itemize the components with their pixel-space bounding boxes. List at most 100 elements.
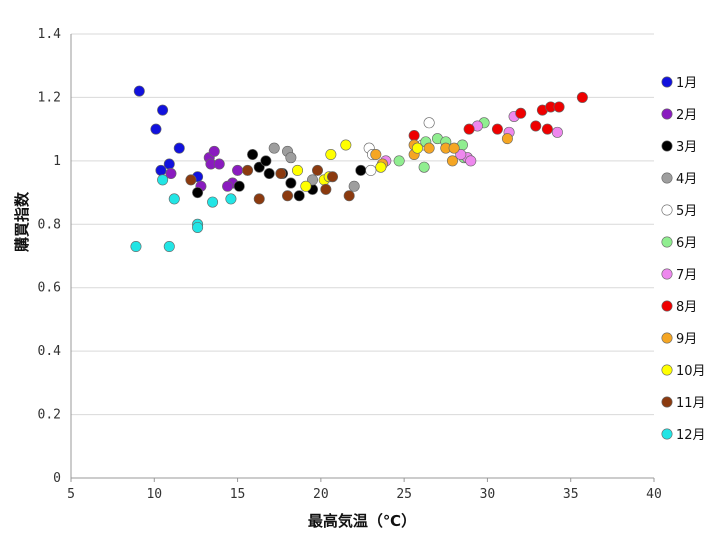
data-point-1 bbox=[150, 123, 162, 135]
legend-label-10: 10月 bbox=[676, 364, 706, 379]
y-tick-label: 0.2 bbox=[38, 408, 61, 423]
data-point-3 bbox=[247, 149, 259, 161]
data-point-7 bbox=[551, 126, 563, 138]
data-point-8 bbox=[553, 101, 565, 113]
data-point-8 bbox=[541, 123, 553, 135]
data-point-10 bbox=[325, 149, 337, 161]
data-point-1 bbox=[133, 85, 145, 97]
axis-layer bbox=[70, 34, 655, 482]
legend-label-9: 9月 bbox=[676, 332, 697, 347]
data-point-9 bbox=[446, 155, 458, 167]
legend-marker-8 bbox=[661, 300, 673, 312]
data-point-2 bbox=[213, 158, 225, 170]
legend-label-2: 2月 bbox=[676, 108, 697, 123]
data-point-4 bbox=[307, 174, 319, 186]
legend-label-8: 8月 bbox=[676, 300, 697, 315]
data-point-11 bbox=[253, 193, 265, 205]
legend-marker-5 bbox=[661, 204, 673, 216]
data-point-12 bbox=[168, 193, 180, 205]
x-tick-label: 40 bbox=[646, 487, 662, 502]
y-tick-label: 1.4 bbox=[38, 27, 62, 42]
data-point-4 bbox=[348, 180, 360, 192]
data-point-11 bbox=[275, 168, 287, 180]
x-tick-label: 20 bbox=[313, 487, 329, 502]
data-point-8 bbox=[576, 91, 588, 103]
data-point-10 bbox=[340, 139, 352, 151]
legend-label-7: 7月 bbox=[676, 268, 697, 283]
legend-marker-12 bbox=[661, 428, 673, 440]
data-point-6 bbox=[418, 161, 430, 173]
data-point-11 bbox=[312, 164, 324, 176]
legend-label-3: 3月 bbox=[676, 140, 697, 155]
data-point-11 bbox=[282, 190, 294, 202]
y-axis-title: 購買指数 bbox=[13, 191, 31, 253]
data-point-12 bbox=[225, 193, 237, 205]
data-point-2 bbox=[208, 145, 220, 157]
data-point-8 bbox=[491, 123, 503, 135]
legend-marker-10 bbox=[661, 364, 673, 376]
data-point-12 bbox=[192, 221, 204, 233]
data-point-12 bbox=[157, 174, 169, 186]
data-point-6 bbox=[393, 155, 405, 167]
data-point-10 bbox=[292, 164, 304, 176]
data-point-2 bbox=[165, 168, 177, 180]
data-point-5 bbox=[365, 164, 377, 176]
legend-label-6: 6月 bbox=[676, 236, 697, 251]
legend-marker-4 bbox=[661, 172, 673, 184]
data-point-3 bbox=[355, 164, 367, 176]
data-point-11 bbox=[320, 183, 332, 195]
x-tick-label: 5 bbox=[67, 487, 75, 502]
data-point-3 bbox=[192, 187, 204, 199]
data-point-7 bbox=[465, 155, 477, 167]
data-point-7 bbox=[455, 149, 467, 161]
x-tick-label: 15 bbox=[230, 487, 246, 502]
tick-labels: 0 0.2 0.4 0.6 0.8 1 1.2 1.4 5 10 15 20 25 30 35 40 bbox=[38, 27, 662, 502]
data-point-10 bbox=[300, 180, 312, 192]
y-tick-label: 1 bbox=[53, 154, 61, 169]
legend-marker-9 bbox=[661, 332, 673, 344]
x-tick-label: 30 bbox=[480, 487, 496, 502]
data-point-10 bbox=[375, 161, 387, 173]
data-point-9 bbox=[370, 149, 382, 161]
data-point-5 bbox=[423, 117, 435, 129]
data-point-12 bbox=[207, 196, 219, 208]
data-point-11 bbox=[343, 190, 355, 202]
data-point-1 bbox=[157, 104, 169, 116]
grid-layer bbox=[71, 33, 654, 479]
data-point-3 bbox=[260, 155, 272, 167]
data-point-8 bbox=[515, 107, 527, 119]
data-point-1 bbox=[163, 158, 175, 170]
data-point-2 bbox=[222, 180, 234, 192]
data-point-12 bbox=[163, 240, 175, 252]
data-point-12 bbox=[130, 240, 142, 252]
data-point-3 bbox=[263, 168, 275, 180]
data-point-4 bbox=[268, 142, 280, 154]
data-point-9 bbox=[423, 142, 435, 154]
data-point-9 bbox=[501, 133, 513, 145]
legend-label-4: 4月 bbox=[676, 172, 697, 187]
data-point-8 bbox=[530, 120, 542, 132]
data-point-11 bbox=[242, 164, 254, 176]
legend-marker-11 bbox=[661, 396, 673, 408]
x-axis-title: 最高気温（℃） bbox=[308, 512, 416, 530]
legend-label-11: 11月 bbox=[676, 396, 706, 411]
data-point-3 bbox=[253, 161, 265, 173]
legend-label-12: 12月 bbox=[676, 428, 706, 443]
data-point-3 bbox=[285, 177, 297, 189]
legend-marker-7 bbox=[661, 268, 673, 280]
y-tick-label: 0.8 bbox=[38, 217, 61, 232]
data-point-2 bbox=[232, 164, 244, 176]
y-tick-label: 1.2 bbox=[38, 90, 61, 105]
y-tick-label: 0 bbox=[53, 471, 61, 486]
data-point-10 bbox=[411, 142, 423, 154]
legend-label-5: 5月 bbox=[676, 204, 697, 219]
y-tick-label: 0.4 bbox=[38, 344, 62, 359]
y-tick-label: 0.6 bbox=[38, 281, 61, 296]
legend-label-1: 1月 bbox=[676, 76, 697, 91]
legend-marker-1 bbox=[661, 76, 673, 88]
legend-marker-6 bbox=[661, 236, 673, 248]
data-point-11 bbox=[185, 174, 197, 186]
data-point-3 bbox=[233, 180, 245, 192]
data-point-4 bbox=[285, 152, 297, 164]
